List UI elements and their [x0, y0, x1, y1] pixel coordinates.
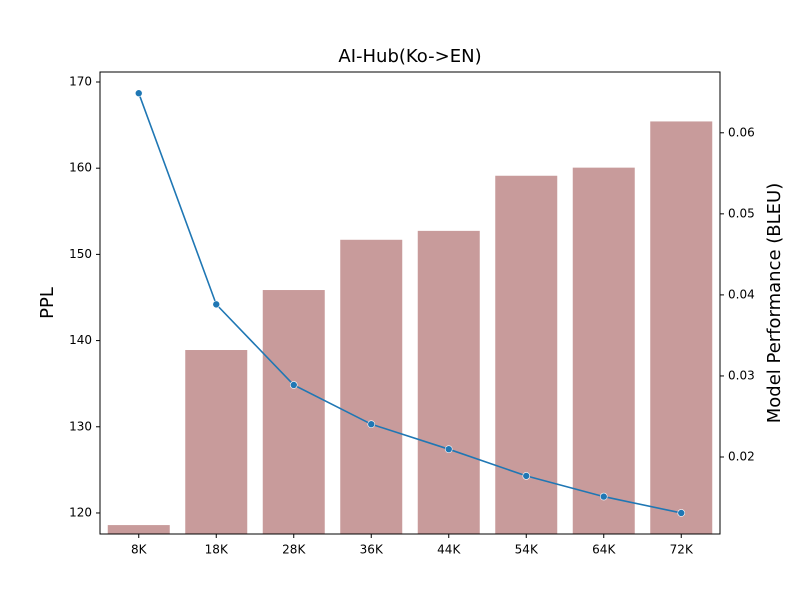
- line-marker: [134, 89, 143, 98]
- line-marker: [212, 300, 221, 309]
- line-marker: [522, 472, 531, 480]
- bar: [262, 290, 325, 534]
- plot-frame: [99, 71, 721, 535]
- x-tick-label: 28K: [282, 543, 306, 557]
- bar: [650, 121, 713, 534]
- y2-tick-label: 0.05: [728, 206, 755, 220]
- x-tick-label: 18K: [205, 543, 229, 557]
- line: [137, 92, 682, 514]
- y-tick-label: 150: [69, 247, 92, 261]
- y2-tick-label: 0.03: [728, 368, 755, 382]
- line-marker: [599, 492, 608, 501]
- x-tick-label: 64K: [592, 543, 616, 557]
- line-marker: [677, 509, 686, 517]
- chart-title: AI-Hub(Ko->EN): [338, 46, 481, 67]
- line-marker: [367, 420, 376, 428]
- y-tick-label: 170: [69, 74, 92, 88]
- bar: [107, 525, 170, 534]
- y2-tick-label: 0.02: [728, 450, 755, 464]
- y-tick-label: 140: [69, 333, 92, 347]
- y2-tick-label: 0.04: [728, 287, 755, 301]
- line-marker: [289, 381, 298, 389]
- y2-axis-label: Model Performance (BLEU): [764, 183, 785, 424]
- x-tick-label: 72K: [670, 543, 694, 557]
- y2-tick-label: 0.06: [728, 125, 755, 139]
- bar: [495, 175, 558, 534]
- bar: [417, 230, 480, 534]
- x-tick-label: 8K: [131, 543, 148, 557]
- bar: [340, 239, 403, 535]
- x-tick-label: 36K: [360, 543, 384, 557]
- line-marker: [444, 445, 453, 453]
- y-tick-label: 120: [69, 505, 92, 519]
- bar: [572, 167, 635, 535]
- bar: [185, 350, 248, 534]
- x-tick-label: 44K: [437, 543, 461, 557]
- x-tick-label: 54K: [515, 543, 539, 557]
- y-tick-label: 130: [69, 419, 92, 433]
- y-tick-label: 160: [69, 161, 92, 175]
- y-axis-label: PPL: [37, 287, 58, 319]
